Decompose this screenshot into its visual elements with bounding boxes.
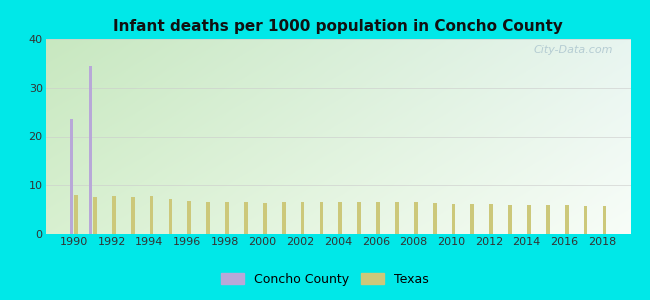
Bar [263, 203, 266, 234]
Bar [206, 202, 210, 234]
Bar [527, 205, 531, 234]
Bar [433, 203, 437, 234]
Bar [74, 195, 78, 234]
Bar [376, 202, 380, 234]
Bar [414, 202, 418, 234]
Bar [301, 202, 304, 234]
Bar [358, 202, 361, 234]
Bar [225, 202, 229, 234]
Bar [489, 204, 493, 234]
Bar [584, 206, 588, 234]
Text: City-Data.com: City-Data.com [534, 45, 613, 55]
Bar [471, 204, 474, 234]
Bar [70, 119, 73, 234]
Bar [88, 66, 92, 234]
Bar [395, 202, 398, 234]
Title: Infant deaths per 1000 population in Concho County: Infant deaths per 1000 population in Con… [113, 19, 563, 34]
Bar [339, 202, 342, 234]
Bar [603, 206, 606, 234]
Bar [112, 196, 116, 234]
Bar [452, 204, 456, 234]
Bar [565, 205, 569, 234]
Legend: Concho County, Texas: Concho County, Texas [216, 268, 434, 291]
Bar [244, 202, 248, 234]
Bar [93, 197, 97, 234]
Bar [508, 205, 512, 234]
Bar [150, 196, 153, 234]
Bar [546, 205, 550, 234]
Bar [131, 197, 135, 234]
Bar [281, 202, 285, 234]
Bar [320, 202, 323, 234]
Bar [168, 199, 172, 234]
Bar [187, 201, 191, 234]
